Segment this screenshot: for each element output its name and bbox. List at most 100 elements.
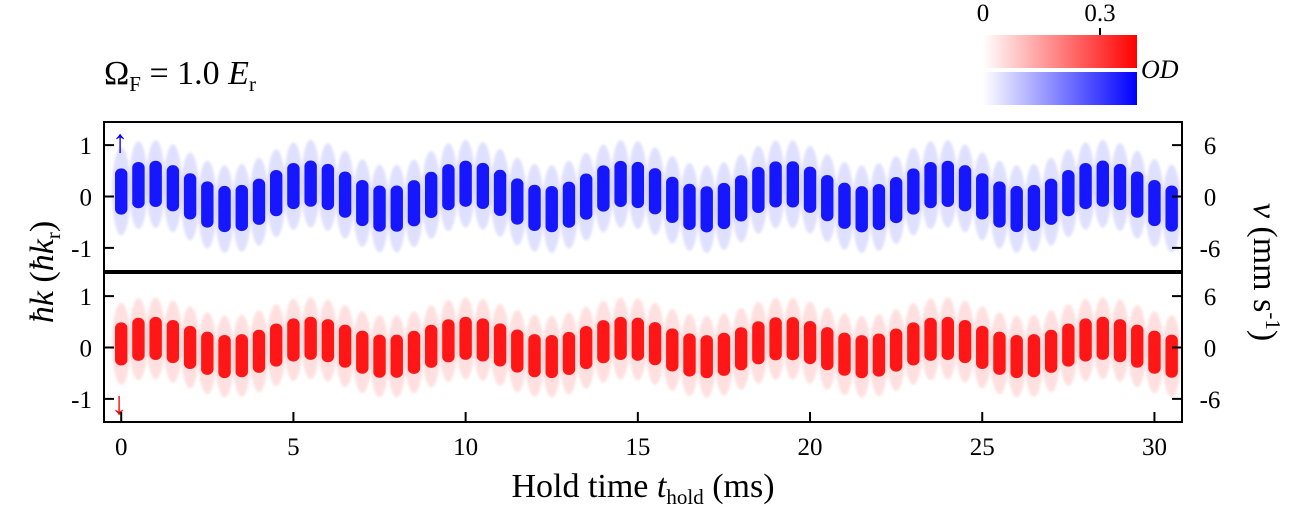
spin-up-cloud [838, 182, 851, 229]
x-tick-label: 25 [970, 434, 995, 461]
y-right-tick-label: -6 [1200, 236, 1221, 263]
spin-down-cloud [424, 324, 438, 368]
spin-up-cloud [373, 185, 386, 232]
spin-down-cloud [579, 326, 593, 370]
x-axis-label: Hold time thold (ms) [511, 468, 774, 509]
spin-down-cloud [1131, 324, 1144, 368]
x-tick-label: 5 [287, 434, 300, 461]
spin-up-cloud [528, 184, 541, 231]
spin-down-cloud [1079, 318, 1092, 362]
x-axis-label-sub: hold [666, 485, 704, 509]
spin-down-cloud [683, 333, 696, 377]
spin-down-cloud [666, 328, 679, 372]
spin-down-cloud [511, 329, 524, 373]
y-right-tick-label: 0 [1204, 336, 1217, 363]
x-tick-label: 20 [798, 434, 823, 461]
spin-up-cloud [889, 176, 903, 224]
spin-down-cloud [838, 332, 851, 376]
spin-down-cloud [597, 320, 610, 364]
spin-up-cloud [872, 183, 886, 231]
spin-up-cloud [235, 184, 248, 232]
spin-up-cloud [356, 179, 369, 227]
spin-up-cloud [493, 169, 507, 217]
spin-up-cloud [132, 162, 145, 209]
spin-up-cloud [459, 160, 472, 207]
spin-down-cloud [132, 317, 145, 361]
spin-up-cloud [941, 160, 955, 208]
spin-up-cloud [407, 180, 421, 227]
spin-down-cloud [958, 320, 972, 364]
colorbar-tick-label-1: 0.3 [1084, 0, 1115, 27]
spin-up-cloud [769, 161, 782, 208]
spin-up-cloud [579, 173, 593, 220]
x-axis-label-main: Hold time [511, 468, 656, 505]
panel-bottom [103, 272, 1183, 423]
spin-down-cloud [459, 316, 472, 360]
spin-down-cloud [545, 334, 558, 379]
spin-down-cloud [149, 316, 162, 361]
spin-up-cloud [821, 175, 834, 222]
spin-up-cloud [424, 171, 438, 218]
spin-down-cloud [270, 323, 283, 367]
spin-up-cloud [562, 181, 576, 228]
spin-up-cloud [734, 175, 748, 222]
spin-down-cloud [166, 320, 180, 364]
spin-up-cloud [717, 182, 731, 230]
spin-down-cloud [407, 330, 421, 374]
spin-down-cloud [183, 325, 197, 369]
spin-up-cloud [803, 166, 817, 213]
spin-down-cloud [803, 321, 817, 365]
spin-down-cloud [201, 331, 214, 375]
spin-up-cloud [924, 162, 937, 209]
y-right-tick-label: 6 [1204, 133, 1217, 160]
cloud-layer-bottom [111, 297, 1181, 398]
spin-up-cloud [1044, 178, 1058, 225]
spin-down-cloud [752, 321, 765, 365]
y-right-tick-label: 0 [1204, 185, 1217, 212]
spin-down-cloud [889, 328, 903, 372]
x-tick-label: 0 [115, 434, 128, 461]
spin-down-cloud [1096, 316, 1109, 360]
spin-up-cloud [1113, 163, 1127, 211]
spin-down-cloud [734, 327, 748, 371]
x-axis-label-italic: t [657, 468, 668, 505]
spin-down-cloud [287, 318, 300, 362]
spin-up-cloud [304, 160, 317, 207]
spin-down-cloud [1148, 330, 1161, 374]
spin-up-cloud [648, 168, 662, 215]
colorbar-red-gradient [983, 35, 1137, 68]
spin-up-cloud [1027, 184, 1041, 232]
colorbar: 0 0.3 OD [977, 0, 1179, 105]
spin-down-cloud [648, 322, 662, 366]
spin-up-cloud [1079, 162, 1092, 210]
y-axis-left-label: ħk (ħkr) [24, 221, 65, 323]
spin-up-cloud [958, 165, 972, 212]
spin-up-cloud [1131, 171, 1144, 218]
spin-down-cloud [1044, 329, 1058, 373]
spin-up-cloud [993, 181, 1006, 228]
spin-up-cloud [390, 185, 403, 232]
title-omega-sub: F [129, 72, 141, 96]
spin-down-cloud [493, 323, 507, 367]
spin-up-cloud [115, 168, 128, 215]
spin-down-cloud [356, 330, 369, 374]
spin-up-cloud [700, 186, 713, 233]
spin-down-cloud [390, 334, 403, 378]
spin-down-cloud [338, 324, 352, 368]
cloud-layer-top [111, 139, 1181, 254]
panel-top [103, 121, 1183, 272]
spin-down-cloud [821, 327, 834, 371]
spin-up-cloud [786, 161, 800, 208]
spin-down-cloud [614, 316, 627, 361]
spin-down-cloud [1010, 334, 1023, 379]
spin-down-cloud [717, 332, 731, 376]
spin-up-cloud [183, 173, 197, 220]
spin-up-cloud [1165, 185, 1178, 232]
y-left-tick-label: 0 [80, 336, 93, 363]
spin-down-cloud [907, 322, 920, 366]
spin-up-cloud [666, 176, 679, 223]
spin-up-cloud [907, 168, 920, 215]
spin-down-cloud [252, 329, 266, 373]
spin-up-cloud [976, 173, 989, 220]
